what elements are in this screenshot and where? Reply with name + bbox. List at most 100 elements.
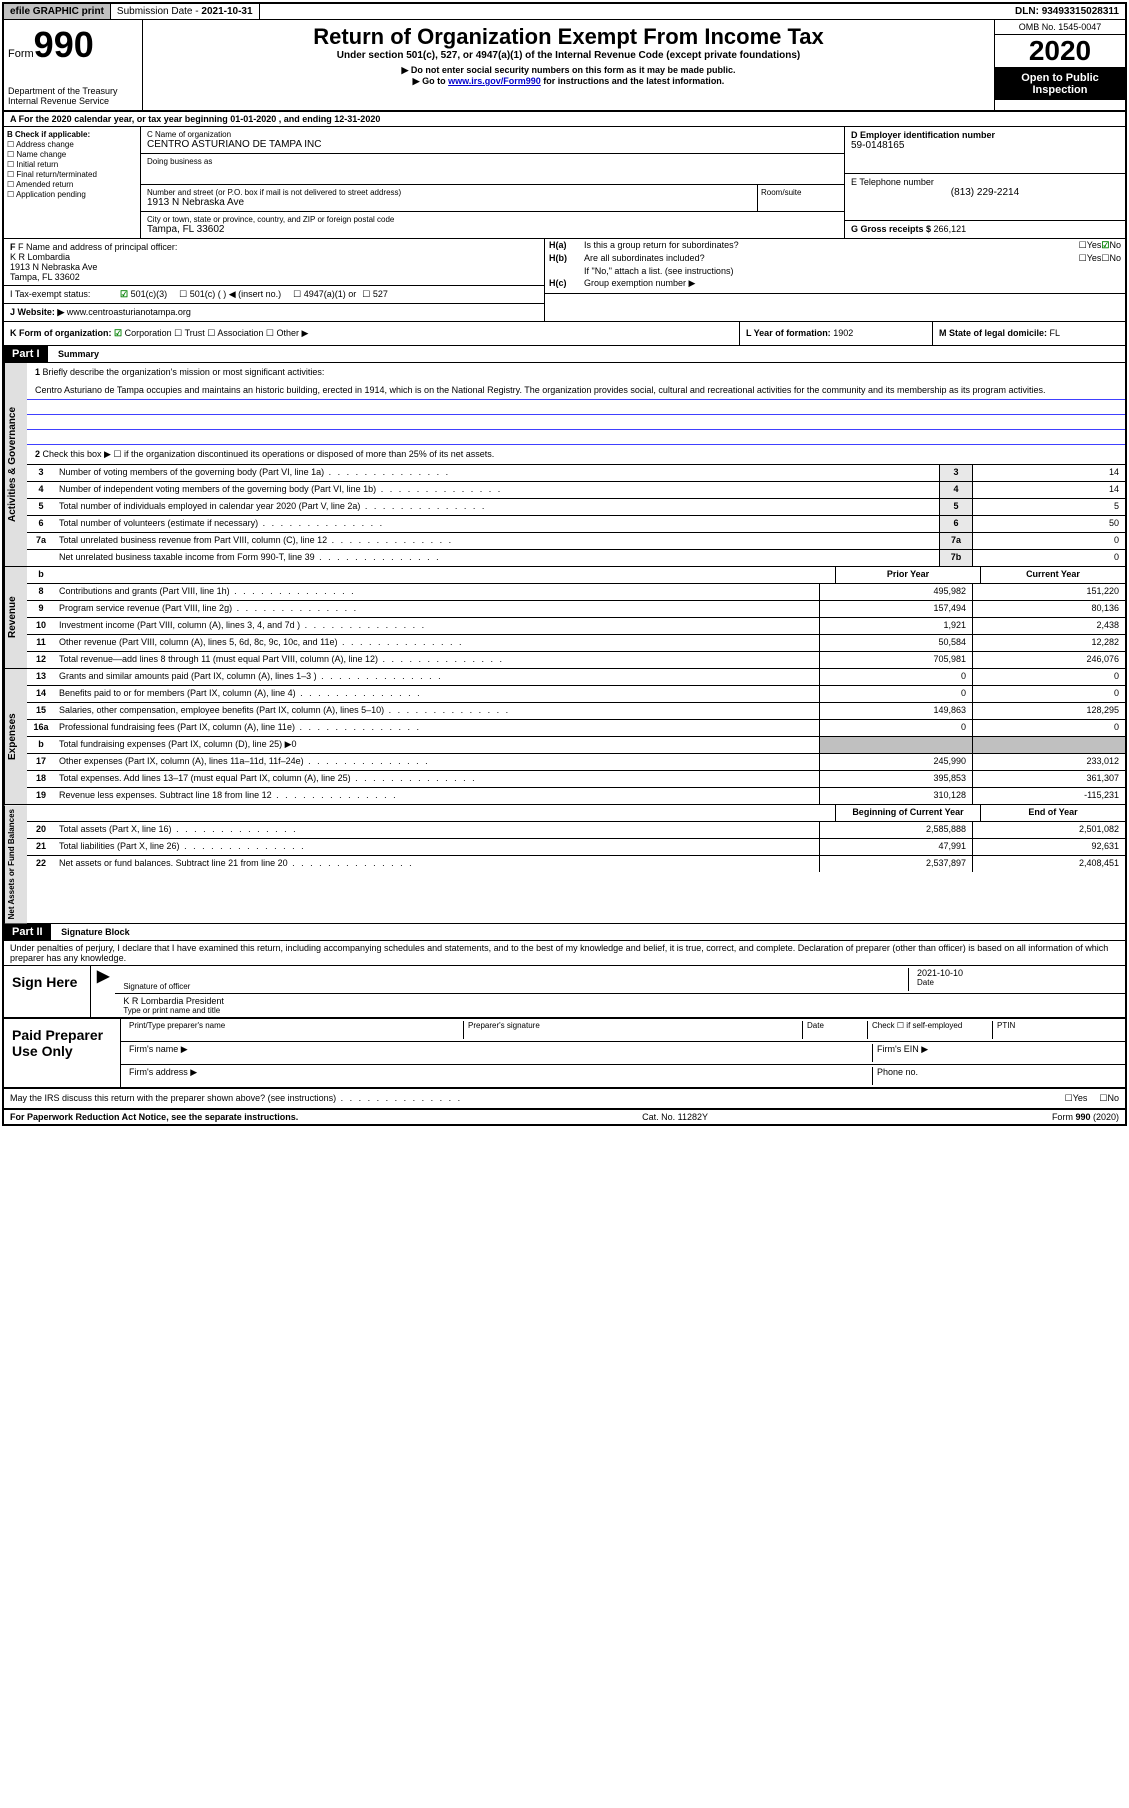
hb-note: If "No," attach a list. (see instruction… xyxy=(584,266,733,276)
check-amended[interactable]: ☐ Amended return xyxy=(7,180,137,189)
tax-exempt-501c[interactable]: ☐ 501(c) ( ) ◀ (insert no.) xyxy=(179,289,281,300)
tax-exempt-501c3[interactable]: ☑ 501(c)(3) xyxy=(120,289,167,300)
phone-label: E Telephone number xyxy=(851,177,1119,187)
gross-receipts-value: 266,121 xyxy=(934,224,967,234)
line-text: Revenue less expenses. Subtract line 18 … xyxy=(55,788,819,804)
discuss-no[interactable]: ☐No xyxy=(1099,1093,1119,1104)
line-text: Total assets (Part X, line 16) xyxy=(55,822,819,838)
ha-yes[interactable]: ☐Yes xyxy=(1079,240,1102,251)
form-number: 990 xyxy=(34,24,94,65)
begin-year-header: Beginning of Current Year xyxy=(835,805,980,821)
paperwork-notice: For Paperwork Reduction Act Notice, see … xyxy=(10,1112,298,1122)
ha-no[interactable]: ☑No xyxy=(1101,240,1121,251)
check-application-pending[interactable]: ☐ Application pending xyxy=(7,190,137,199)
prior-value xyxy=(819,737,972,753)
line-text: Total unrelated business revenue from Pa… xyxy=(55,533,939,549)
current-value: 2,408,451 xyxy=(972,856,1125,872)
line-text: Program service revenue (Part VIII, line… xyxy=(55,601,819,617)
hb-yes[interactable]: ☐Yes xyxy=(1079,253,1102,264)
line-num: 22 xyxy=(27,856,55,872)
line-text: Total expenses. Add lines 13–17 (must eq… xyxy=(55,771,819,787)
current-value xyxy=(972,737,1125,753)
k-other[interactable]: ☐ Other ▶ xyxy=(266,328,309,338)
check-address-change[interactable]: ☐ Address change xyxy=(7,140,137,149)
tax-year: 2020 xyxy=(995,35,1125,68)
dba-label: Doing business as xyxy=(147,157,838,166)
prior-value: 705,981 xyxy=(819,652,972,668)
line-num: 10 xyxy=(27,618,55,634)
firm-name-label: Firm's name ▶ xyxy=(129,1044,872,1062)
mission-label: Briefly describe the organization's miss… xyxy=(43,367,325,377)
line-num: 21 xyxy=(27,839,55,855)
line-value: 50 xyxy=(972,516,1125,532)
prior-value: 0 xyxy=(819,720,972,736)
discuss-question: May the IRS discuss this return with the… xyxy=(10,1093,1065,1104)
form-header: Form990 Department of the Treasury Inter… xyxy=(4,20,1125,112)
website-value: www.centroasturianotampa.org xyxy=(67,307,191,317)
current-value: 2,438 xyxy=(972,618,1125,634)
prior-value: 2,537,897 xyxy=(819,856,972,872)
line-num: 9 xyxy=(27,601,55,617)
k-association[interactable]: ☐ Association xyxy=(207,328,263,338)
officer-city: Tampa, FL 33602 xyxy=(10,272,538,282)
prep-check-label[interactable]: Check ☐ if self-employed xyxy=(867,1021,992,1039)
line-value: 14 xyxy=(972,482,1125,498)
line-value: 0 xyxy=(972,550,1125,566)
phone-value: (813) 229-2214 xyxy=(851,187,1119,198)
street-address: 1913 N Nebraska Ave xyxy=(147,197,751,208)
line-num: 20 xyxy=(27,822,55,838)
check-final-return[interactable]: ☐ Final return/terminated xyxy=(7,170,137,179)
line-num: 13 xyxy=(27,669,55,685)
discuss-yes[interactable]: ☐Yes xyxy=(1065,1093,1088,1104)
ein-label: D Employer identification number xyxy=(851,130,1119,140)
line-text: Contributions and grants (Part VIII, lin… xyxy=(55,584,819,600)
prior-value: 47,991 xyxy=(819,839,972,855)
line-value: 0 xyxy=(972,533,1125,549)
tax-exempt-label: I Tax-exempt status: xyxy=(10,289,120,300)
current-value: 80,136 xyxy=(972,601,1125,617)
website-label: J Website: ▶ xyxy=(10,307,64,317)
line-text: Number of independent voting members of … xyxy=(55,482,939,498)
hb-no[interactable]: ☐No xyxy=(1101,253,1121,264)
irs-link[interactable]: www.irs.gov/Form990 xyxy=(448,76,541,86)
line-num: 4 xyxy=(27,482,55,498)
tax-exempt-4947[interactable]: ☐ 4947(a)(1) or xyxy=(293,289,356,300)
current-value: 2,501,082 xyxy=(972,822,1125,838)
line-num: b xyxy=(27,737,55,753)
tax-exempt-527[interactable]: ☐ 527 xyxy=(362,289,388,300)
line-text: Professional fundraising fees (Part IX, … xyxy=(55,720,819,736)
prior-value: 157,494 xyxy=(819,601,972,617)
line2-text: Check this box ▶ ☐ if the organization d… xyxy=(43,449,495,459)
sig-name: K R Lombardia President xyxy=(123,996,224,1006)
prior-value: 0 xyxy=(819,686,972,702)
line-num: 5 xyxy=(27,499,55,515)
check-initial-return[interactable]: ☐ Initial return xyxy=(7,160,137,169)
efile-print-button[interactable]: efile GRAPHIC print xyxy=(4,4,111,19)
line-text: Other expenses (Part IX, column (A), lin… xyxy=(55,754,819,770)
mission-text: Centro Asturiano de Tampa occupies and m… xyxy=(27,381,1125,400)
prior-value: 2,585,888 xyxy=(819,822,972,838)
sidebar-expenses: Expenses xyxy=(4,669,27,804)
prior-value: 495,982 xyxy=(819,584,972,600)
prior-value: 395,853 xyxy=(819,771,972,787)
section-b-checkboxes: B Check if applicable: ☐ Address change … xyxy=(4,127,141,238)
officer-name: K R Lombardia xyxy=(10,252,538,262)
line-box: 7a xyxy=(939,533,972,549)
line-text: Net unrelated business taxable income fr… xyxy=(55,550,939,566)
k-corporation[interactable]: ☑ Corporation xyxy=(114,328,172,338)
org-name: CENTRO ASTURIANO DE TAMPA INC xyxy=(147,139,838,150)
check-name-change[interactable]: ☐ Name change xyxy=(7,150,137,159)
k-trust[interactable]: ☐ Trust xyxy=(174,328,205,338)
line-num: 8 xyxy=(27,584,55,600)
line-num xyxy=(27,550,55,566)
line-box: 3 xyxy=(939,465,972,481)
prep-name-label: Print/Type preparer's name xyxy=(129,1021,463,1039)
line-num: 7a xyxy=(27,533,55,549)
sig-date-label: Date xyxy=(917,978,1117,987)
line-num: 12 xyxy=(27,652,55,668)
section-b-label: B Check if applicable: xyxy=(7,130,90,139)
sidebar-activities: Activities & Governance xyxy=(4,363,27,566)
current-value: 233,012 xyxy=(972,754,1125,770)
line-box: 6 xyxy=(939,516,972,532)
current-value: 12,282 xyxy=(972,635,1125,651)
